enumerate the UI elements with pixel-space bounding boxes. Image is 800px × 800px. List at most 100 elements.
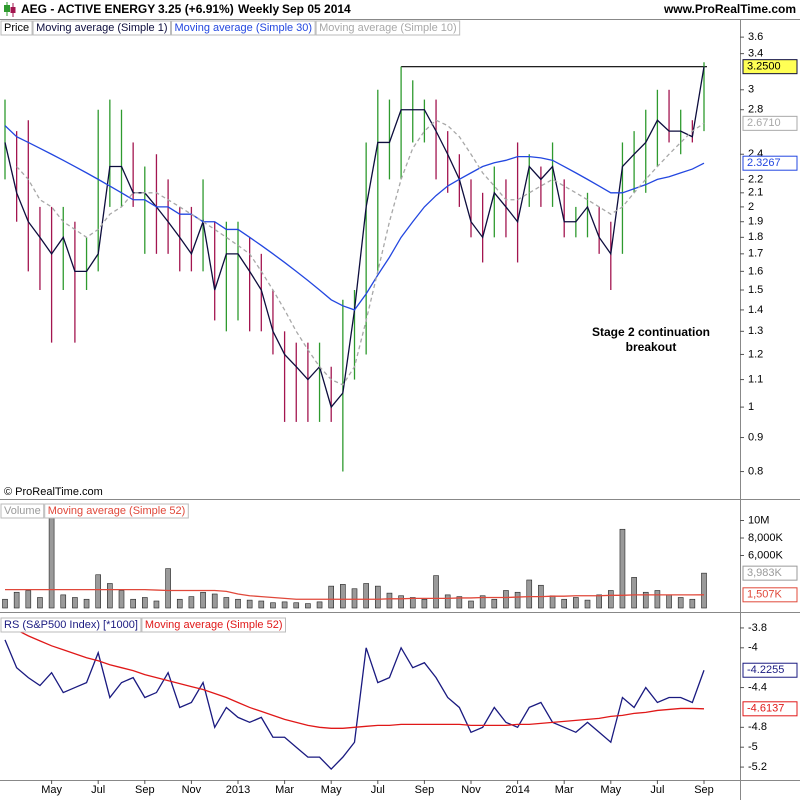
volume-bar bbox=[584, 599, 591, 609]
legend-label: RS (S&P500 Index) [*1000] bbox=[4, 619, 138, 631]
legend-box bbox=[0, 20, 33, 36]
last-value-label: -4.6137 bbox=[747, 703, 784, 715]
x-tick-label: Nov bbox=[182, 784, 202, 796]
volume-bar bbox=[631, 577, 637, 609]
volume-bar bbox=[654, 590, 661, 609]
y-tick-label: -4.8 bbox=[748, 721, 767, 733]
volume-bar bbox=[503, 590, 509, 609]
y-tick-label: 1.9 bbox=[748, 216, 763, 228]
volume-bar bbox=[142, 597, 148, 609]
volume-bar bbox=[549, 595, 556, 609]
x-tick-label: May bbox=[41, 784, 62, 796]
last-value-label: 2.3267 bbox=[747, 157, 781, 169]
y-tick-label: 1.3 bbox=[748, 325, 763, 337]
last-value-box bbox=[742, 662, 798, 678]
volume-bar bbox=[479, 595, 486, 609]
y-tick-label: 0.9 bbox=[748, 431, 763, 443]
annotation: Stage 2 continuation bbox=[592, 325, 710, 339]
last-value-label: 3.2500 bbox=[747, 61, 781, 73]
volume-bar bbox=[95, 574, 101, 609]
series-line bbox=[16, 119, 705, 386]
header-last: 3.25 (+6.91%) bbox=[158, 2, 234, 16]
last-value-box bbox=[742, 565, 798, 581]
volume-bar bbox=[409, 597, 416, 609]
volume-bar bbox=[130, 598, 136, 609]
series-line bbox=[4, 639, 705, 771]
y-tick-label: 3.4 bbox=[748, 48, 763, 60]
volume-bar bbox=[351, 588, 358, 609]
volume-bar bbox=[456, 596, 463, 609]
y-tick-label: 2 bbox=[748, 201, 754, 213]
last-value-box bbox=[742, 59, 798, 75]
volume-bar bbox=[153, 600, 160, 609]
watermark: © ProRealTime.com bbox=[4, 486, 103, 498]
volume-bar bbox=[468, 600, 474, 609]
volume-bar bbox=[37, 597, 43, 609]
volume-bar bbox=[491, 598, 498, 609]
x-tick-label: 2013 bbox=[226, 784, 250, 796]
volume-bar bbox=[246, 599, 253, 609]
last-value-label: -4.2255 bbox=[747, 664, 784, 676]
volume-bar bbox=[433, 575, 439, 609]
last-value-box bbox=[742, 155, 798, 171]
x-tick-label: Jul bbox=[91, 784, 105, 796]
y-tick-label: -3.8 bbox=[748, 622, 767, 634]
y-tick-label: -5.2 bbox=[748, 761, 767, 773]
volume-bar bbox=[72, 597, 78, 609]
volume-bar bbox=[25, 590, 32, 609]
x-tick-label: Jul bbox=[371, 784, 385, 796]
x-tick-label: May bbox=[600, 784, 621, 796]
x-tick-label: Sep bbox=[694, 784, 714, 796]
volume-bar bbox=[328, 585, 335, 609]
legend-label: Price bbox=[4, 22, 29, 34]
volume-bar bbox=[211, 593, 218, 609]
volume-bar bbox=[293, 602, 300, 609]
y-tick-label: 1.1 bbox=[748, 373, 763, 385]
y-tick-label: -5 bbox=[748, 741, 758, 753]
legend-box bbox=[171, 20, 316, 36]
last-value-label: 2.6710 bbox=[747, 117, 781, 129]
volume-bar bbox=[561, 598, 568, 609]
x-tick-label: May bbox=[321, 784, 342, 796]
volume-bar bbox=[176, 598, 183, 609]
series-line bbox=[4, 622, 705, 729]
series-line bbox=[5, 588, 705, 600]
volume-bar bbox=[701, 572, 707, 609]
x-tick-label: Mar bbox=[555, 784, 574, 796]
header-period: Weekly bbox=[238, 2, 279, 16]
x-tick-label: Sep bbox=[135, 784, 155, 796]
y-tick-label: -4 bbox=[748, 642, 758, 654]
last-value-box bbox=[742, 701, 798, 717]
volume-bar bbox=[689, 598, 696, 609]
volume-bar bbox=[200, 591, 206, 609]
volume-bar bbox=[83, 598, 90, 609]
y-tick-label: 2.2 bbox=[748, 173, 763, 185]
volume-bar bbox=[340, 584, 346, 609]
volume-bar bbox=[642, 591, 649, 609]
legend-label: Moving average (Simple 52) bbox=[145, 619, 283, 631]
volume-bar bbox=[281, 601, 288, 609]
legend-box bbox=[44, 503, 189, 519]
y-tick-label: 1.6 bbox=[748, 265, 763, 277]
last-value-label: 1,507K bbox=[747, 589, 783, 601]
legend-box bbox=[0, 617, 142, 633]
volume-bar bbox=[316, 601, 323, 609]
header-site: www.ProRealTime.com bbox=[663, 2, 796, 16]
y-tick-label: 1 bbox=[748, 401, 754, 413]
volume-bar bbox=[258, 600, 265, 609]
volume-bar bbox=[421, 598, 428, 609]
last-value-box bbox=[742, 115, 798, 131]
legend-box bbox=[315, 20, 461, 36]
y-tick-label: 8,000K bbox=[748, 532, 784, 544]
x-tick-label: Mar bbox=[275, 784, 294, 796]
volume-bar bbox=[607, 590, 614, 609]
volume-bar bbox=[666, 594, 672, 609]
y-tick-label: 1.2 bbox=[748, 348, 763, 360]
last-value-label: 3,983K bbox=[747, 567, 783, 579]
y-tick-label: 1.7 bbox=[748, 248, 763, 260]
volume-bar bbox=[596, 594, 602, 609]
legend-label: Moving average (Simple 30) bbox=[175, 22, 313, 34]
series-line bbox=[4, 125, 705, 311]
y-tick-label: -4.4 bbox=[748, 681, 767, 693]
